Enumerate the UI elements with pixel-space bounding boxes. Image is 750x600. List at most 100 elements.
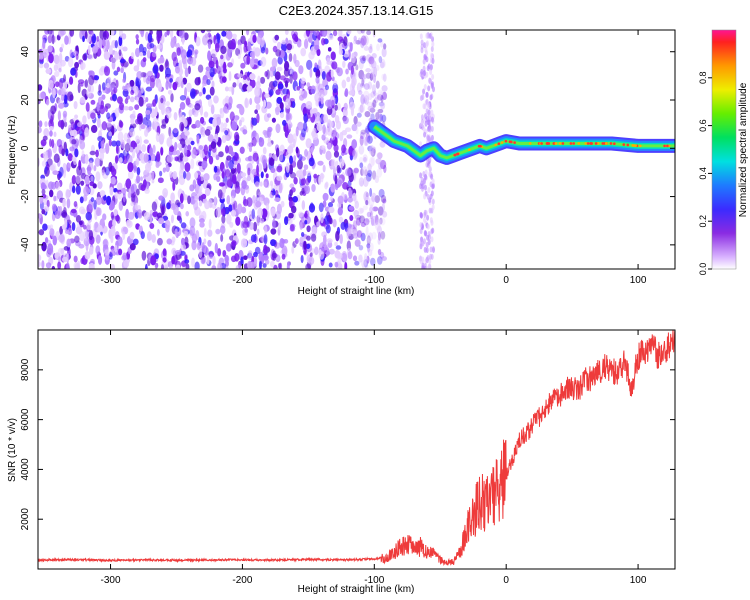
noise-blob xyxy=(190,158,195,170)
noise-blob xyxy=(111,140,117,147)
noise-blob xyxy=(369,156,375,168)
noise-blob xyxy=(362,30,366,35)
noise-strip-blob xyxy=(423,42,427,49)
noise-blob xyxy=(321,38,326,46)
noise-blob xyxy=(69,130,75,137)
noise-strip-blob xyxy=(423,84,427,91)
noise-blob xyxy=(325,224,331,234)
noise-blob xyxy=(149,30,153,35)
signal-peak-point xyxy=(509,140,513,144)
noise-blob xyxy=(85,153,89,163)
snr-x-tick-label: 0 xyxy=(503,575,509,586)
noise-blob xyxy=(165,224,170,233)
noise-blob xyxy=(95,234,101,244)
colorbar-tick-label: 0.2 xyxy=(698,215,708,228)
noise-blob xyxy=(291,245,295,254)
noise-blob xyxy=(328,206,335,214)
noise-strip-blob xyxy=(423,103,427,110)
noise-blob xyxy=(264,225,268,235)
noise-blob xyxy=(127,83,131,93)
noise-blob xyxy=(369,206,374,213)
noise-blob xyxy=(360,37,365,49)
noise-blob xyxy=(347,251,353,260)
noise-blob xyxy=(153,117,159,123)
noise-blob xyxy=(270,260,275,268)
noise-blob xyxy=(170,36,177,43)
colorbar-gradient xyxy=(712,30,736,269)
noise-blob xyxy=(369,107,376,113)
noise-blob xyxy=(368,56,375,65)
noise-blob xyxy=(135,118,140,125)
noise-blob xyxy=(309,68,313,78)
noise-blob xyxy=(225,117,229,123)
noise-blob xyxy=(44,206,50,212)
noise-blob xyxy=(363,253,368,263)
noise-blob xyxy=(90,112,96,119)
noise-blob xyxy=(44,237,49,243)
noise-blob xyxy=(337,36,344,42)
noise-blob xyxy=(162,248,167,257)
noise-blob xyxy=(116,96,123,104)
noise-blob xyxy=(142,179,147,188)
noise-blob xyxy=(79,97,86,104)
noise-strip-blob xyxy=(426,214,430,221)
noise-blob xyxy=(215,116,222,126)
noise-blob xyxy=(217,248,222,257)
noise-blob xyxy=(202,87,206,95)
noise-blob xyxy=(275,89,281,96)
noise-blob xyxy=(101,121,108,131)
noise-blob xyxy=(374,195,380,204)
noise-blob xyxy=(176,47,181,56)
noise-blob xyxy=(242,198,249,207)
noise-blob xyxy=(210,104,215,115)
noise-blob xyxy=(322,124,326,135)
noise-blob xyxy=(198,91,203,97)
noise-blob xyxy=(232,33,237,39)
noise-blob xyxy=(39,195,44,204)
noise-blob xyxy=(305,170,312,177)
noise-blob xyxy=(226,243,232,252)
noise-blob xyxy=(117,236,123,247)
noise-blob xyxy=(178,30,185,39)
noise-blob xyxy=(352,148,359,158)
noise-strip-blob xyxy=(426,254,430,261)
noise-blob xyxy=(145,162,152,173)
noise-blob xyxy=(156,229,160,236)
noise-strip-blob xyxy=(421,265,425,269)
noise-blob xyxy=(76,165,83,176)
noise-strip-blob xyxy=(423,246,427,253)
noise-blob xyxy=(98,38,103,49)
noise-blob xyxy=(188,103,194,109)
noise-blob xyxy=(337,262,343,269)
noise-blob xyxy=(317,59,322,70)
noise-blob xyxy=(174,250,181,255)
noise-blob xyxy=(103,51,110,60)
noise-blob xyxy=(74,148,79,158)
noise-blob xyxy=(38,92,46,101)
noise-blob xyxy=(304,149,308,157)
noise-blob xyxy=(269,66,276,72)
noise-blob xyxy=(334,261,339,268)
noise-blob xyxy=(380,94,384,103)
noise-blob xyxy=(126,138,131,145)
noise-blob xyxy=(190,88,196,100)
noise-blob xyxy=(57,247,64,256)
noise-blob xyxy=(95,245,101,255)
noise-blob xyxy=(359,132,365,140)
noise-blob xyxy=(358,59,364,70)
noise-blob xyxy=(98,83,102,93)
noise-blob xyxy=(381,61,386,68)
noise-blob xyxy=(129,231,135,240)
colorbar-label: Normalized spectral amplitude xyxy=(738,82,749,217)
noise-blob xyxy=(152,211,159,217)
noise-blob xyxy=(269,157,275,167)
noise-strip-blob xyxy=(423,69,427,76)
noise-blob xyxy=(203,144,209,156)
noise-blob xyxy=(173,127,179,134)
noise-blob xyxy=(114,244,118,253)
noise-blob xyxy=(363,83,370,90)
signal-peak-point xyxy=(663,144,666,148)
noise-blob xyxy=(377,256,383,265)
noise-blob xyxy=(110,56,117,64)
noise-strip-blob xyxy=(423,193,427,200)
